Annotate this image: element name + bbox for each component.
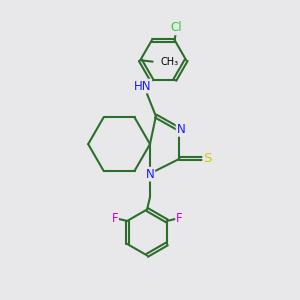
Text: S: S xyxy=(203,152,212,165)
Text: N: N xyxy=(176,123,185,136)
Text: CH₃: CH₃ xyxy=(160,57,179,67)
Text: N: N xyxy=(146,168,154,181)
Text: F: F xyxy=(176,212,183,224)
Text: HN: HN xyxy=(134,80,152,93)
Text: F: F xyxy=(112,212,118,224)
Text: Cl: Cl xyxy=(170,21,182,34)
